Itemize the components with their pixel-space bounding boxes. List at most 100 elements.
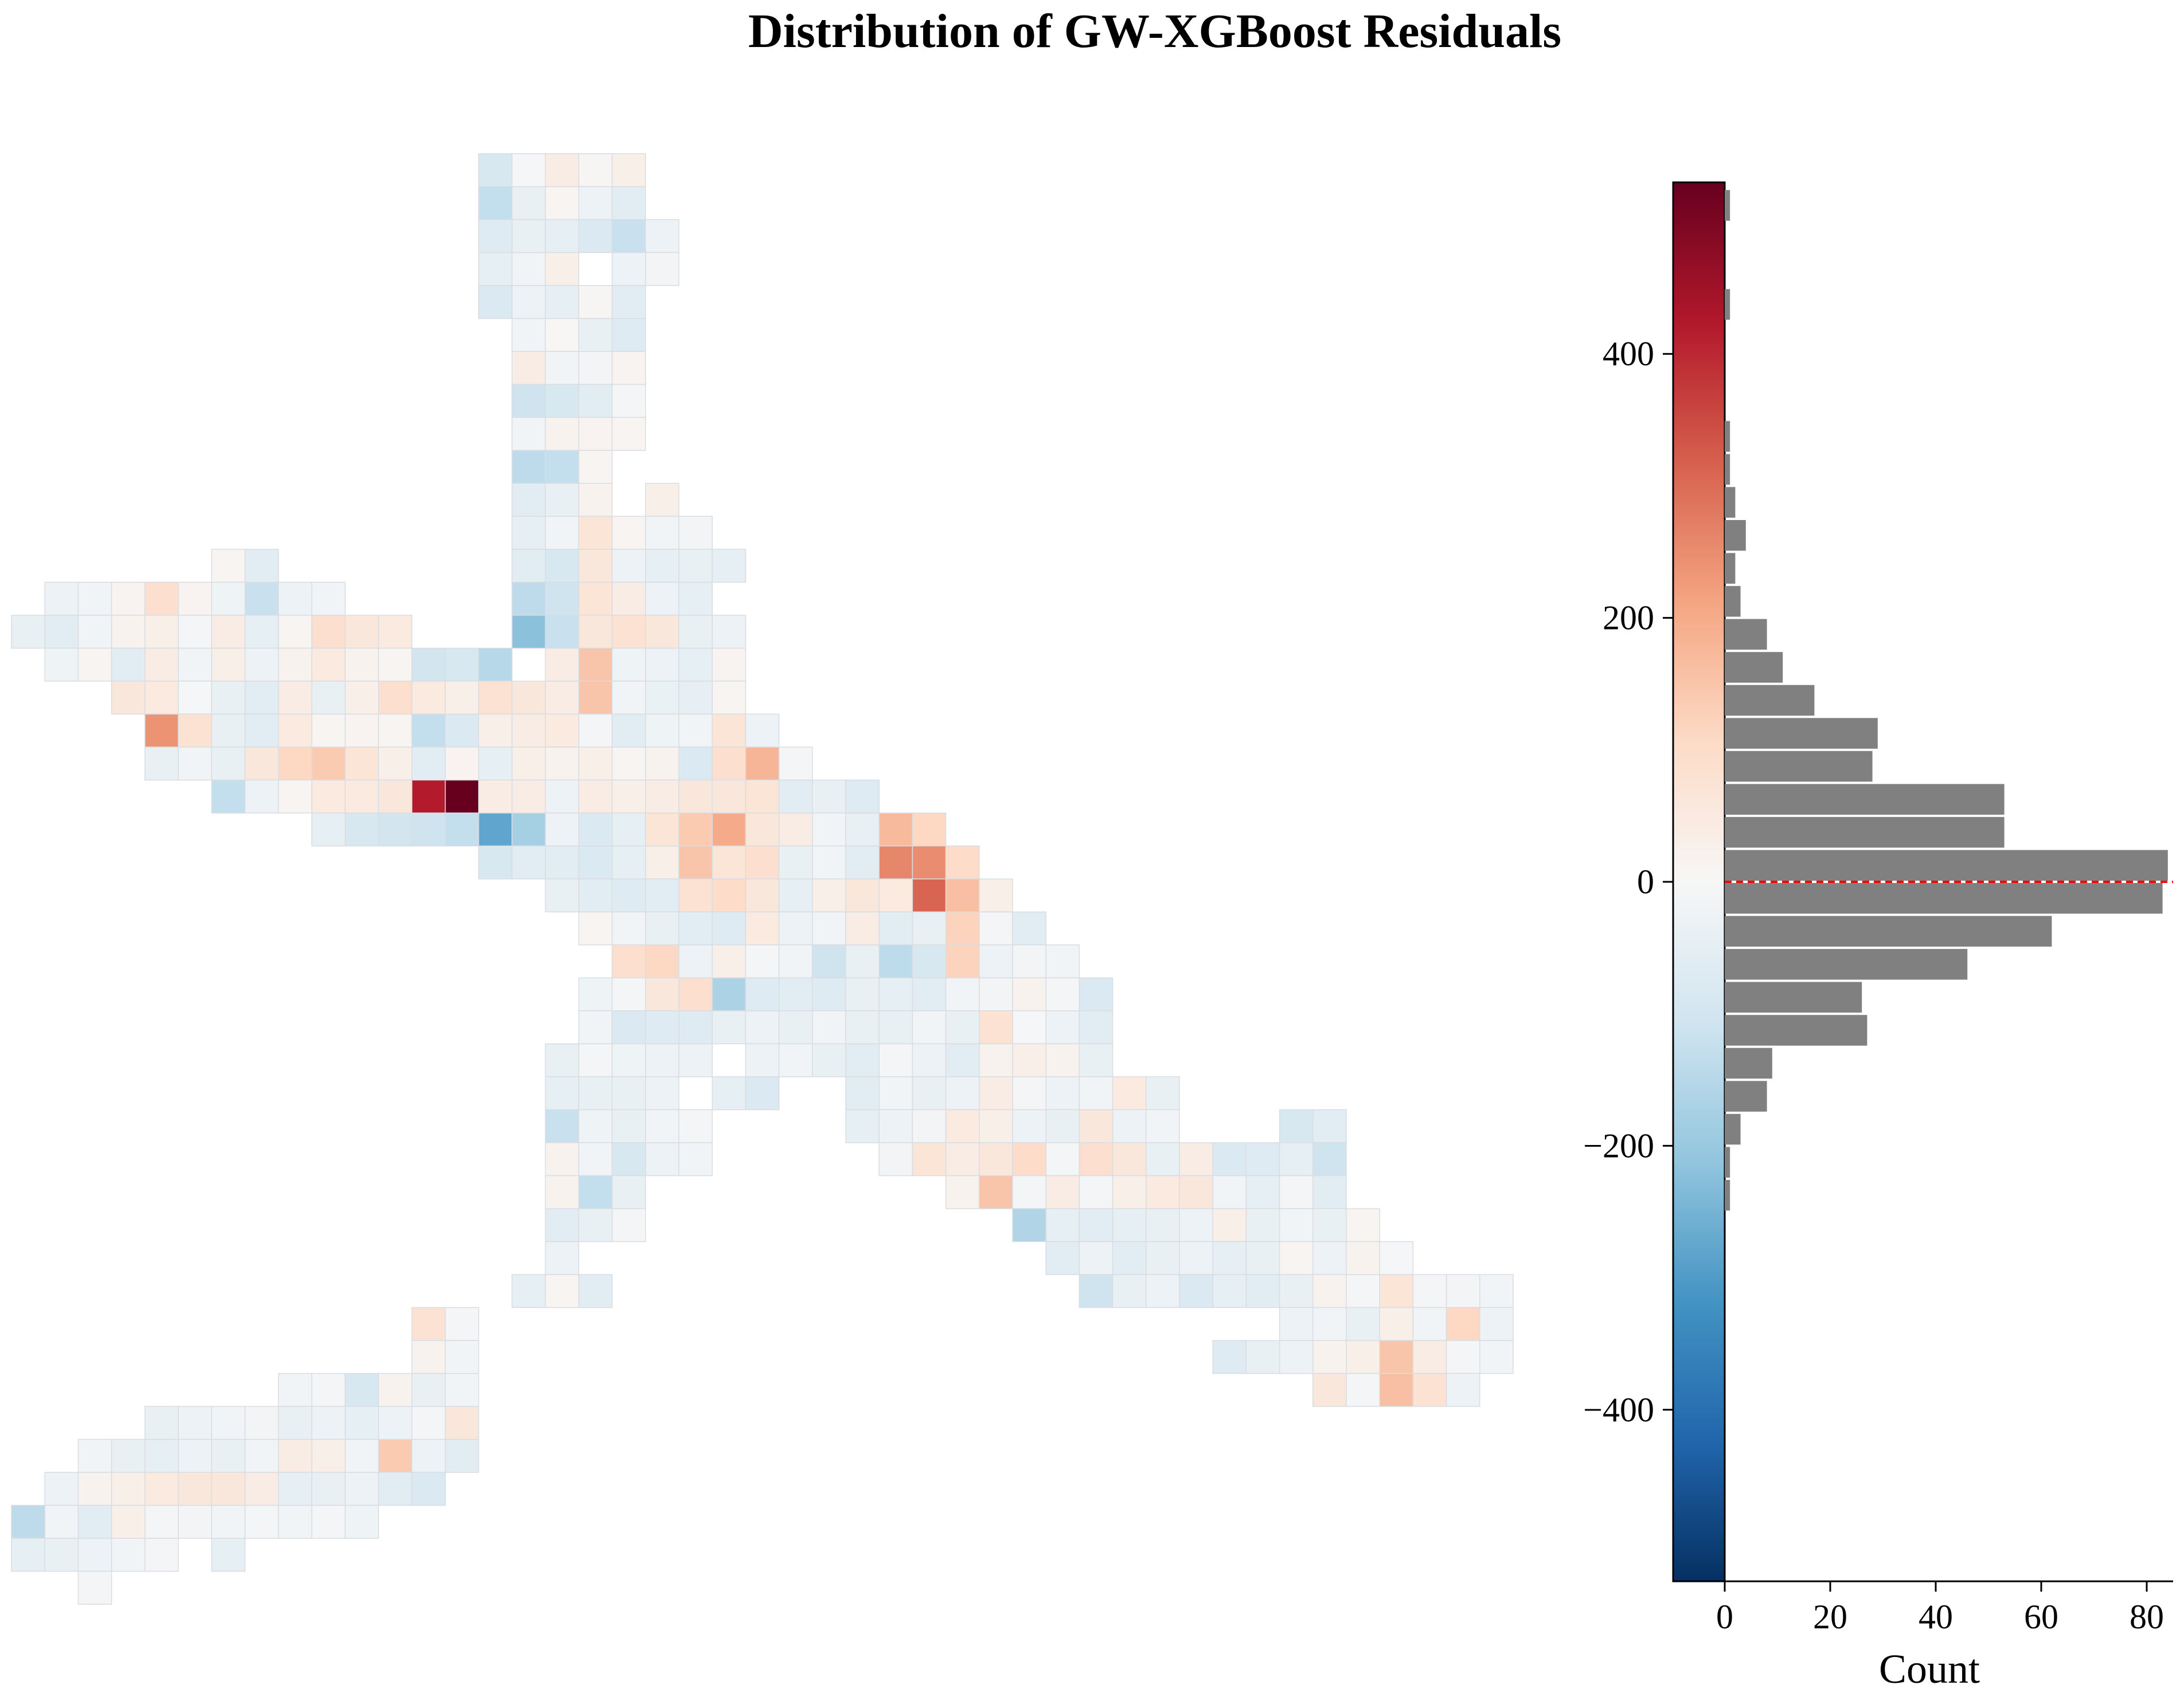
heatmap-cell — [244, 713, 279, 748]
heatmap-cell — [545, 153, 580, 187]
heatmap-cell — [211, 549, 246, 583]
heatmap-cell — [1012, 1109, 1046, 1143]
heatmap-cell — [311, 681, 346, 715]
heatmap-cell — [1279, 1274, 1314, 1308]
heatmap-cell — [1112, 1142, 1147, 1177]
heatmap-cell — [578, 911, 613, 945]
heatmap-cell — [678, 647, 713, 682]
heatmap-cell — [244, 581, 279, 616]
heatmap-cell — [545, 1109, 580, 1143]
histogram-bar — [1725, 1015, 1867, 1046]
heatmap-cell — [1045, 1208, 1080, 1242]
heatmap-cell — [111, 681, 146, 715]
heatmap-cell — [77, 1570, 112, 1605]
heatmap-cell — [578, 483, 613, 517]
heatmap-cell — [77, 647, 112, 682]
heatmap-cell — [511, 713, 546, 748]
heatmap-cell — [745, 977, 780, 1011]
heatmap-cell — [1379, 1274, 1414, 1308]
heatmap-cell — [845, 911, 880, 945]
heatmap-cell — [912, 845, 947, 880]
histogram-bar — [1725, 289, 1730, 320]
heatmap-cell — [1312, 1208, 1347, 1242]
heatmap-cell — [578, 285, 613, 319]
heatmap-cell — [1079, 1109, 1114, 1143]
heatmap-cell — [111, 1538, 146, 1572]
heatmap-cell — [645, 515, 679, 550]
heatmap-cell — [912, 1043, 947, 1077]
heatmap-cell — [912, 878, 947, 913]
x-axis-label: Count — [1879, 1646, 1980, 1692]
heatmap-cell — [878, 878, 913, 913]
heatmap-cell — [244, 1439, 279, 1473]
heatmap-cell — [1012, 911, 1046, 945]
heatmap-cell — [578, 1208, 613, 1242]
residual-heatmap — [11, 153, 1514, 1605]
heatmap-cell — [77, 581, 112, 616]
heatmap-cell — [545, 351, 580, 385]
heatmap-cell — [778, 944, 813, 979]
heatmap-cell — [278, 1373, 312, 1407]
heatmap-cell — [678, 911, 713, 945]
heatmap-cell — [545, 450, 580, 484]
heatmap-cell — [1079, 1175, 1114, 1209]
heatmap-cell — [444, 1307, 479, 1341]
heatmap-cell — [545, 878, 580, 913]
heatmap-cell — [1212, 1175, 1247, 1209]
heatmap-cell — [1012, 1010, 1046, 1045]
heatmap-cell — [178, 747, 212, 781]
heatmap-cell — [611, 681, 646, 715]
heatmap-cell — [645, 911, 679, 945]
heatmap-cell — [745, 845, 780, 880]
heatmap-cell — [845, 1076, 880, 1111]
heatmap-cell — [712, 779, 747, 814]
heatmap-cell — [645, 581, 679, 616]
heatmap-cell — [478, 186, 513, 220]
heatmap-cell — [745, 911, 780, 945]
heatmap-cell — [645, 219, 679, 253]
heatmap-cell — [678, 1010, 713, 1045]
heatmap-cell — [511, 779, 546, 814]
heatmap-cell — [444, 1373, 479, 1407]
heatmap-cell — [144, 747, 179, 781]
histogram-bar — [1725, 784, 2005, 815]
heatmap-cell — [878, 1109, 913, 1143]
heatmap-cell — [1079, 977, 1114, 1011]
heatmap-cell — [611, 549, 646, 583]
heatmap-cell — [11, 1538, 45, 1572]
heatmap-cell — [411, 647, 446, 682]
heatmap-cell — [578, 615, 613, 649]
heatmap-cell — [979, 878, 1013, 913]
heatmap-cell — [1146, 1241, 1180, 1275]
heatmap-cell — [311, 615, 346, 649]
heatmap-cell — [611, 812, 646, 847]
heatmap-cell — [278, 581, 312, 616]
heatmap-cell — [578, 1076, 613, 1111]
histogram-bar — [1725, 520, 1746, 551]
heatmap-cell — [244, 549, 279, 583]
heatmap-cell — [778, 747, 813, 781]
heatmap-cell — [1045, 1175, 1080, 1209]
heatmap-cell — [411, 1340, 446, 1374]
heatmap-cell — [712, 549, 747, 583]
heatmap-cell — [1079, 1208, 1114, 1242]
heatmap-cell — [1312, 1373, 1347, 1407]
heatmap-cell — [1479, 1340, 1514, 1374]
heatmap-cell — [11, 615, 45, 649]
heatmap-cell — [178, 615, 212, 649]
heatmap-cell — [1012, 1076, 1046, 1111]
heatmap-cell — [1245, 1208, 1280, 1242]
heatmap-cell — [545, 252, 580, 286]
heatmap-cell — [578, 812, 613, 847]
heatmap-cell — [1245, 1340, 1280, 1374]
heatmap-cell — [545, 384, 580, 418]
heatmap-cell — [311, 647, 346, 682]
histogram-bar — [1725, 883, 2163, 914]
histogram-bar — [1725, 718, 1878, 749]
heatmap-cell — [11, 1504, 45, 1539]
heatmap-cell — [211, 615, 246, 649]
y-tick-label: 200 — [1603, 599, 1654, 637]
heatmap-cell — [77, 1439, 112, 1473]
heatmap-cell — [645, 483, 679, 517]
heatmap-cell — [545, 647, 580, 682]
